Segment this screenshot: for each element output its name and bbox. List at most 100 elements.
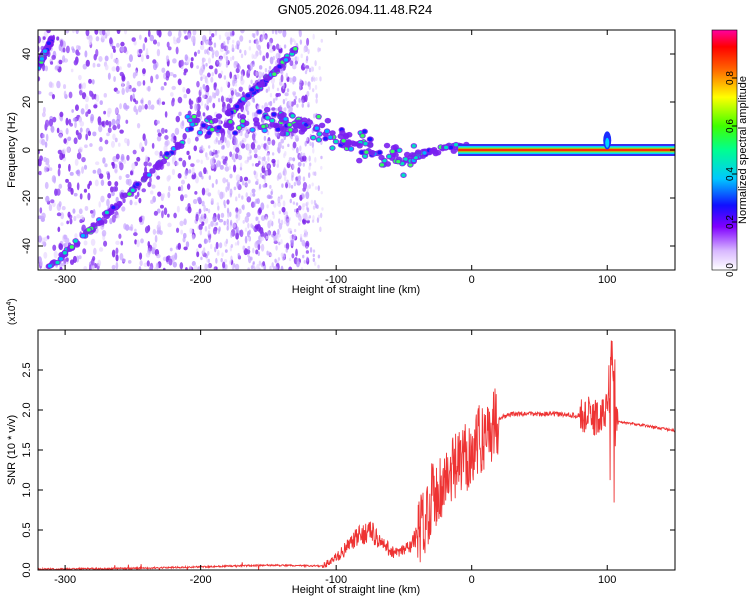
spectrogram-ridge-core <box>58 257 63 261</box>
spectrogram-noise-cell <box>39 260 43 267</box>
spectrogram-ridge-core <box>80 233 86 238</box>
spectrogram-noise-cell <box>269 265 272 270</box>
spectrogram-noise-cell <box>166 41 170 48</box>
spectrogram-noise-cell <box>293 40 297 46</box>
spectrogram-noise-cell <box>281 145 285 150</box>
spectrogram-noise-cell <box>252 247 255 254</box>
spectrogram-noise-cell <box>292 163 295 170</box>
spectrogram-noise-cell <box>238 65 241 70</box>
spectrogram-ridge-core <box>363 141 368 146</box>
spectrogram-noise-cell <box>226 226 229 231</box>
spectrogram-ridge-cell <box>329 130 336 136</box>
spectrogram-noise-cell <box>212 102 216 109</box>
spectrogram-noise-cell <box>225 49 228 56</box>
spectrogram-noise-cell <box>202 112 206 117</box>
spectrogram-noise-cell <box>252 98 256 104</box>
spectrogram-noise-cell <box>171 168 176 176</box>
spectrogram-noise-cell <box>281 107 284 112</box>
spectrogram-noise-cell <box>214 68 218 75</box>
spectrogram-noise-cell <box>202 217 206 222</box>
spectrogram-noise-cell <box>209 243 213 250</box>
spectrogram-noise-cell <box>249 191 253 198</box>
spectrogram-noise-cell <box>262 261 266 267</box>
spectrogram-noise-cell <box>120 46 125 52</box>
spectrogram-noise-cell <box>256 198 260 203</box>
spectrogram-noise-cell <box>42 36 46 40</box>
spectrogram-noise-cell <box>74 104 79 111</box>
spectrogram-noise-cell <box>271 158 276 164</box>
spectrogram-noise-cell <box>310 66 314 73</box>
spectrogram-noise-cell <box>133 232 138 237</box>
spectrogram-noise-cell <box>41 133 45 139</box>
spectrogram-noise-cell <box>245 192 248 198</box>
spectrogram-noise-cell <box>180 184 184 192</box>
spectrogram-y-ticks: -40 -20 0 20 40 <box>21 48 675 254</box>
spectrogram-noise-cell <box>223 105 227 111</box>
spectrogram-noise-cell <box>60 222 64 226</box>
spectrogram-noise-cell <box>201 57 205 63</box>
spectrogram-noise-cell <box>96 63 101 68</box>
spectrogram-noise-cell <box>61 205 66 211</box>
spectrogram-noise-cell <box>314 156 317 163</box>
spectrogram-x-tick-label: 0 <box>469 274 475 286</box>
colorbar-tick-label: 0.6 <box>725 119 736 133</box>
spectrogram-x-label: Height of straight line (km) <box>292 284 420 296</box>
spectrogram-noise-cell <box>100 195 105 203</box>
spectrogram-noise-cell <box>154 235 158 243</box>
spectrogram-noise-cell <box>306 90 310 97</box>
spectrogram-noise-cell <box>145 252 151 258</box>
spectrogram-noise-cell <box>251 32 255 38</box>
spectrogram-noise-cell <box>231 43 235 51</box>
spectrogram-noise-cell <box>168 185 171 192</box>
spectrogram-noise-cell <box>212 227 218 235</box>
spectrogram-noise-cell <box>104 55 109 62</box>
spectrogram-noise-cell <box>198 170 203 178</box>
spectrogram-noise-cell <box>235 207 239 214</box>
spectrogram-noise-cell <box>289 235 293 240</box>
spectrogram-noise-cell <box>301 194 305 198</box>
spectrogram-noise-cell <box>264 161 267 165</box>
spectrogram-ridge-cell <box>223 122 230 129</box>
spectrogram-noise-cell <box>309 141 312 147</box>
spectrogram-noise-cell <box>296 146 299 154</box>
spectrogram-noise-cell <box>173 135 177 141</box>
spectrogram-noise-cell <box>230 243 234 249</box>
colorbar-tick-label: 0.8 <box>725 71 736 85</box>
spectrogram-noise-cell <box>229 133 232 140</box>
spectrogram-noise-cell <box>95 36 100 42</box>
spectrogram-noise-cell <box>59 111 64 118</box>
spectrogram-noise-cell <box>208 30 212 36</box>
spectrogram-ridge-cell <box>141 175 148 182</box>
spectrogram-ridge-core <box>377 150 382 155</box>
spectrogram-noise-cell <box>302 162 305 167</box>
spectrogram-noise-cell <box>67 181 72 190</box>
snr-x-label: Height of straight line (km) <box>292 584 420 596</box>
spectrogram-noise-cell <box>210 76 214 83</box>
spectrogram-noise-cell <box>138 48 143 54</box>
spectrogram-noise-cell <box>226 223 230 228</box>
spectrogram-noise-cell <box>84 144 88 149</box>
spectrogram-noise-cell <box>220 257 223 263</box>
spectrogram-ridge-core <box>290 114 295 118</box>
spectrogram-noise-cell <box>167 222 172 228</box>
spectrogram-noise-cell <box>115 254 119 262</box>
spectrogram-noise-cell <box>52 116 57 123</box>
spectrogram-noise-cell <box>226 207 230 214</box>
spectrogram-noise-cell <box>121 206 126 212</box>
spectrogram-noise-cell <box>198 243 202 249</box>
spectrogram-noise-cell <box>70 68 74 73</box>
colorbar-tick-label: 0.4 <box>725 167 736 181</box>
spectrogram-noise-cell <box>116 42 120 48</box>
spectrogram-noise-cell <box>88 37 93 46</box>
spectrogram-noise-cell <box>177 242 182 250</box>
spectrogram-noise-cell <box>204 103 207 109</box>
spectrogram-noise-cell <box>115 118 121 125</box>
spectrogram-noise-cell <box>261 36 264 42</box>
spectrogram-noise-cell <box>238 93 241 97</box>
spectrogram-noise-cell <box>306 206 309 211</box>
spectrogram-noise-cell <box>235 44 238 50</box>
spectrogram-noise-cell <box>138 252 143 260</box>
spectrogram-ridge-core <box>192 114 197 119</box>
spectrogram-noise-cell <box>264 34 267 40</box>
